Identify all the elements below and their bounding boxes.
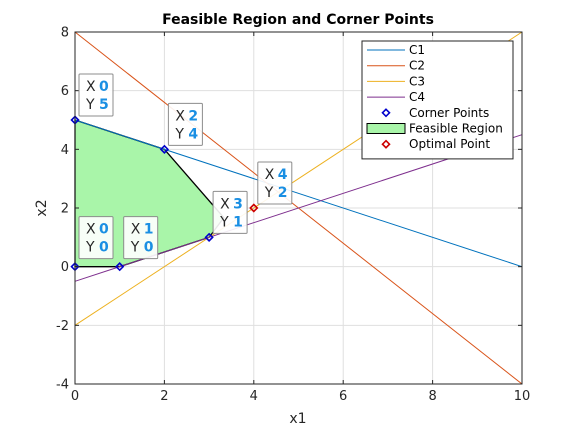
legend-diamond-swatch <box>381 108 391 118</box>
datatip-box <box>167 102 203 146</box>
legend-label: Corner Points <box>409 106 489 120</box>
datatip-x-label: X <box>265 167 275 183</box>
legend-label: C2 <box>409 59 425 73</box>
y-tick-label: -2 <box>56 319 69 334</box>
y-tick-label: 6 <box>61 84 69 99</box>
x-tick-label: 0 <box>71 389 79 404</box>
datatip: X 4Y 2 <box>257 161 293 205</box>
legend-item-optimal-point: Optimal Point <box>381 137 490 151</box>
datatip-y-label: Y <box>85 240 95 256</box>
optimal-point-marker <box>249 203 259 213</box>
legend-label: C1 <box>409 43 425 57</box>
x-tick-label: 4 <box>250 389 258 404</box>
legend-item-corner-points: Corner Points <box>381 106 489 120</box>
legend-patch-swatch <box>366 123 406 134</box>
datatip-y-label: Y <box>264 185 274 201</box>
y-tick-label: 0 <box>61 260 69 275</box>
chart-title: Feasible Region and Corner Points <box>162 12 434 28</box>
datatip-x-label: X <box>220 196 230 212</box>
datatip-y-label: Y <box>85 97 95 113</box>
corner-point-marker <box>204 232 214 242</box>
datatip-x-value: 4 <box>278 167 288 183</box>
datatip-y-value: 4 <box>188 126 198 142</box>
x-tick-label: 2 <box>160 389 168 404</box>
datatip-box <box>212 190 248 234</box>
legend-diamond-swatch <box>381 139 391 149</box>
y-tick-label: 8 <box>61 26 69 41</box>
y-axis-label: x2 <box>34 199 50 216</box>
datatip-y-label: Y <box>130 240 140 256</box>
datatip-y-value: 5 <box>99 97 109 113</box>
datatip-box <box>123 216 159 260</box>
legend-box <box>361 40 514 160</box>
datatip-y-label: Y <box>219 214 229 230</box>
datatip-y-value: 0 <box>144 240 154 256</box>
datatip-y-value: 0 <box>99 240 109 256</box>
legend-item-c4: C4 <box>367 90 425 104</box>
corner-point-marker <box>159 144 170 154</box>
y-tick-label: 2 <box>61 202 69 217</box>
datatip-x-label: X <box>86 79 96 95</box>
legend-item-c2: C2 <box>367 59 425 73</box>
datatip-x-value: 3 <box>233 196 243 212</box>
datatip-x-value: 0 <box>99 79 109 95</box>
x-tick-label: 8 <box>428 389 436 404</box>
series-line-c1 <box>74 119 523 268</box>
datatip-x-value: 2 <box>188 108 198 124</box>
legend-item-feasible-region: Feasible Region <box>366 122 503 136</box>
x-tick-label: 10 <box>514 389 531 404</box>
y-tick-label: -4 <box>56 378 69 393</box>
datatip-box <box>257 161 293 205</box>
legend-item-c1: C1 <box>367 43 425 57</box>
datatips: X 0Y 5X 2Y 4X 4Y 2X 3Y 1X 0Y 0X 1Y 0 <box>78 73 293 260</box>
datatip-x-label: X <box>175 108 185 124</box>
legend-item-c3: C3 <box>367 74 425 88</box>
datatip-y-value: 1 <box>233 214 243 230</box>
legend-label: Optimal Point <box>409 137 490 151</box>
datatip: X 2Y 4 <box>167 102 203 146</box>
datatip: X 0Y 0 <box>78 216 114 260</box>
datatip-x-value: 1 <box>144 222 154 238</box>
legend-label: C3 <box>409 74 425 88</box>
datatip: X 0Y 5 <box>78 73 114 117</box>
datatip-box <box>78 73 114 117</box>
x-tick-label: 6 <box>339 389 347 404</box>
datatip-y-label: Y <box>174 126 184 142</box>
legend-label: Feasible Region <box>409 122 503 136</box>
datatip: X 1Y 0 <box>123 216 159 260</box>
datatip-x-label: X <box>131 222 141 238</box>
corner-point-marker <box>115 262 125 272</box>
x-axis-label: x1 <box>289 411 306 427</box>
datatip-x-label: X <box>86 222 96 238</box>
y-tick-label: 4 <box>61 143 69 158</box>
legend-label: C4 <box>409 90 425 104</box>
datatip-y-value: 2 <box>278 185 288 201</box>
datatip-x-value: 0 <box>99 222 109 238</box>
datatip: X 3Y 1 <box>212 190 248 234</box>
datatip-box <box>78 216 114 260</box>
